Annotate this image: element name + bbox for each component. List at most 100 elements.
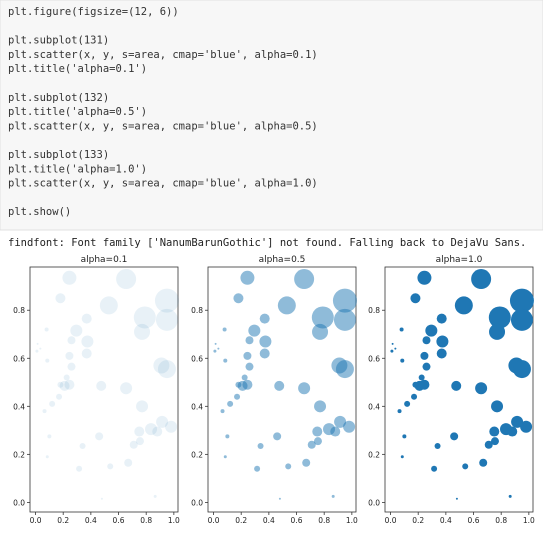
scatter-point <box>257 442 264 449</box>
scatter-point <box>242 379 253 390</box>
x-tick-label: 0.8 <box>318 516 330 525</box>
scatter-point <box>135 437 144 446</box>
y-tick-label: 0.2 <box>191 450 203 459</box>
code-line: plt.scatter(x, y, s=area, cmap='blue', a… <box>8 120 318 132</box>
code-line: plt.scatter(x, y, s=area, cmap='blue', a… <box>8 49 318 61</box>
scatter-point <box>136 400 149 413</box>
code-line: plt.subplot(131) <box>8 35 109 47</box>
scatter-point <box>99 296 118 315</box>
x-tick-label: 0.8 <box>495 516 507 525</box>
scatter-point <box>307 440 316 449</box>
x-tick-label: 0.0 <box>208 516 220 525</box>
scatter-point <box>462 463 469 470</box>
scatter-point <box>81 348 92 359</box>
scatter-point <box>475 382 488 395</box>
scatter-point <box>59 380 70 391</box>
scatter-point <box>96 380 107 391</box>
code-line: plt.subplot(132) <box>8 92 109 104</box>
output-text: findfont: Font family ['NanumBarunGothic… <box>8 237 526 249</box>
scatter-point <box>214 342 217 345</box>
scatter-point <box>155 308 178 331</box>
scatter-point <box>220 409 225 414</box>
scatter-point <box>422 336 431 345</box>
scatter-point <box>153 494 157 498</box>
scatter-point <box>223 455 227 459</box>
scatter-point <box>234 393 241 400</box>
scatter-point <box>156 415 169 428</box>
x-tick-label: 0.4 <box>440 516 452 525</box>
scatter-point <box>397 409 402 414</box>
scatter-point <box>455 497 458 500</box>
scatter-point <box>67 336 76 345</box>
scatter-point <box>47 434 52 439</box>
scatter-point <box>285 463 292 470</box>
code-line: plt.subplot(133) <box>8 149 109 161</box>
scatter-point <box>56 393 63 400</box>
scatter-point <box>425 324 438 337</box>
scatter-point <box>63 374 70 381</box>
scatter-point <box>410 293 421 304</box>
scatter-point <box>418 374 425 381</box>
scatter-point <box>434 442 441 449</box>
code-line: plt.scatter(x, y, s=area, cmap='blue', a… <box>8 178 318 190</box>
code-line: plt.title('alpha=0.1') <box>8 63 147 75</box>
y-tick-label: 0.0 <box>13 498 25 507</box>
scatter-point <box>400 455 404 459</box>
scatter-point <box>213 349 217 353</box>
scatter-point <box>451 380 462 391</box>
scatter-point <box>417 270 432 285</box>
y-tick-label: 0.4 <box>191 402 203 411</box>
scatter-point <box>333 308 356 331</box>
scatter-point <box>436 313 447 324</box>
scatter-point <box>335 360 354 379</box>
scatter-point <box>489 323 506 340</box>
scatter-point <box>39 347 42 350</box>
scatter-point <box>520 420 533 433</box>
scatter-point <box>129 440 138 449</box>
scatter-point <box>134 323 151 340</box>
scatter-point <box>273 432 282 441</box>
code-line: plt.title('alpha=0.5') <box>8 106 147 118</box>
scatter-point <box>454 296 473 315</box>
code-line: plt.show() <box>8 206 71 218</box>
scatter-point <box>394 347 397 350</box>
scatter-point <box>390 349 394 353</box>
scatter-point <box>334 415 347 428</box>
x-tick-label: 0.6 <box>113 516 125 525</box>
scatter-point <box>81 313 92 324</box>
scatter-point <box>510 308 533 331</box>
scatter-point <box>391 342 394 345</box>
scatter-point <box>420 351 429 360</box>
scatter-point <box>154 288 179 313</box>
code-line: plt.title('alpha=1.0') <box>8 163 147 175</box>
scatter-point <box>400 358 405 363</box>
scatter-point <box>489 426 500 437</box>
scatter-point <box>278 497 281 500</box>
chart-title: alpha=0.1 <box>81 255 128 265</box>
scatter-point <box>55 293 66 304</box>
scatter-point <box>64 379 75 390</box>
y-tick-label: 0.4 <box>13 402 25 411</box>
scatter-point <box>217 347 220 350</box>
chart-title: alpha=1.0 <box>436 255 483 265</box>
scatter-point <box>331 494 335 498</box>
scatter-point <box>330 426 341 437</box>
y-tick-label: 0.8 <box>368 306 380 315</box>
scatter-point <box>488 306 511 329</box>
x-tick-label: 0.4 <box>263 516 275 525</box>
x-tick-label: 1.0 <box>523 516 535 525</box>
code-line: plt.figure(figsize=(12, 6)) <box>8 6 179 18</box>
y-tick-label: 0.8 <box>191 306 203 315</box>
scatter-point <box>241 374 248 381</box>
scatter-point <box>225 434 230 439</box>
scatter-point <box>49 400 56 407</box>
scatter-point <box>302 458 311 467</box>
scatter-point <box>471 269 492 290</box>
scatter-point <box>259 348 270 359</box>
scatter-point <box>152 426 163 437</box>
scatter-point <box>508 494 512 498</box>
scatter-point <box>314 400 327 413</box>
x-tick-label: 0.0 <box>30 516 42 525</box>
y-tick-label: 0.4 <box>368 402 380 411</box>
x-tick-label: 0.2 <box>412 516 424 525</box>
